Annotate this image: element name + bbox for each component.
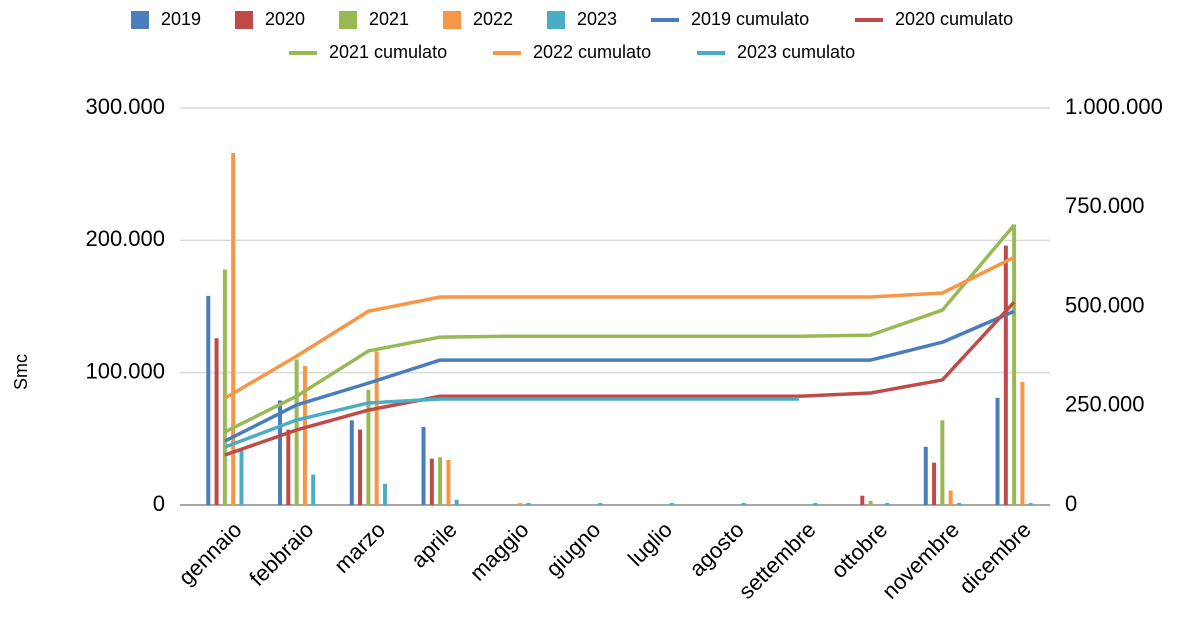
x-tick-label: marzo (329, 517, 390, 578)
x-tick-label: ottobre (826, 517, 892, 583)
bar (438, 457, 443, 505)
bar (741, 503, 746, 505)
bar (932, 462, 937, 505)
bar (349, 420, 354, 505)
legend-label: 2020 cumulato (895, 9, 1013, 29)
x-tick-label: giugno (541, 517, 605, 581)
x-tick-label: dicembre (954, 517, 1036, 599)
legend-swatch (443, 11, 461, 29)
bar (1020, 381, 1025, 505)
bar (940, 420, 945, 505)
y-tick-label: 100.000 (85, 358, 165, 383)
y2-tick-label: 250.000 (1065, 392, 1145, 417)
bar (239, 448, 244, 505)
bar (995, 397, 1000, 505)
bar (669, 503, 674, 505)
line (224, 397, 799, 449)
bar (374, 351, 379, 505)
bar (1012, 224, 1017, 505)
bar (598, 503, 603, 505)
x-tick-label: settembre (734, 517, 821, 604)
line (224, 309, 1015, 443)
bar (885, 503, 890, 505)
legend-swatch (547, 11, 565, 29)
y2-tick-label: 500.000 (1065, 292, 1145, 317)
bar (358, 429, 363, 505)
y-tick-label: 300.000 (85, 94, 165, 119)
bar (948, 490, 953, 505)
bar (302, 366, 307, 505)
bar (1028, 503, 1033, 505)
legend-label: 2023 cumulato (737, 42, 855, 62)
legend-label: 2023 (577, 9, 617, 29)
bar (526, 503, 531, 505)
bar (206, 295, 211, 505)
bar (231, 152, 236, 505)
x-tick-label: gennaio (173, 517, 246, 590)
y-axis-label: Smc (11, 354, 31, 390)
x-tick-label: maggio (465, 517, 534, 586)
bar (214, 338, 219, 505)
bar (278, 400, 283, 505)
bar (518, 503, 523, 505)
bar (382, 483, 387, 505)
legend-label: 2021 cumulato (329, 42, 447, 62)
x-tick-label: luglio (623, 517, 677, 571)
legend-label: 2022 (473, 9, 513, 29)
y2-tick-label: 0 (1065, 491, 1077, 516)
bar (429, 458, 434, 505)
x-tick-label: aprile (406, 517, 462, 573)
y2-tick-label: 1.000.000 (1065, 94, 1163, 119)
legend-swatch (131, 11, 149, 29)
bar (222, 269, 227, 505)
legend-swatch (235, 11, 253, 29)
line (224, 223, 1016, 434)
y2-tick-label: 750.000 (1065, 193, 1145, 218)
bar (1003, 245, 1008, 506)
legend-label: 2019 (161, 9, 201, 29)
bar (366, 389, 371, 505)
line (224, 300, 1016, 457)
legend-label: 2020 (265, 9, 305, 29)
bar (421, 426, 426, 505)
legend-swatch (339, 11, 357, 29)
line (223, 255, 1015, 400)
bar (454, 499, 459, 505)
bar (286, 429, 291, 505)
bar (860, 495, 865, 505)
y-tick-label: 0 (153, 491, 165, 516)
bar (294, 359, 299, 505)
x-tick-label: agosto (684, 517, 748, 581)
bar (868, 501, 873, 505)
x-tick-label: febbraio (244, 517, 318, 591)
bar (923, 446, 928, 505)
bar (311, 474, 316, 505)
y-tick-label: 200.000 (85, 226, 165, 251)
legend-label: 2021 (369, 9, 409, 29)
bar (446, 460, 451, 505)
bar (956, 503, 961, 505)
x-tick-label: novembre (877, 517, 964, 604)
bar (813, 503, 818, 505)
legend-label: 2019 cumulato (691, 9, 809, 29)
legend-label: 2022 cumulato (533, 42, 651, 62)
